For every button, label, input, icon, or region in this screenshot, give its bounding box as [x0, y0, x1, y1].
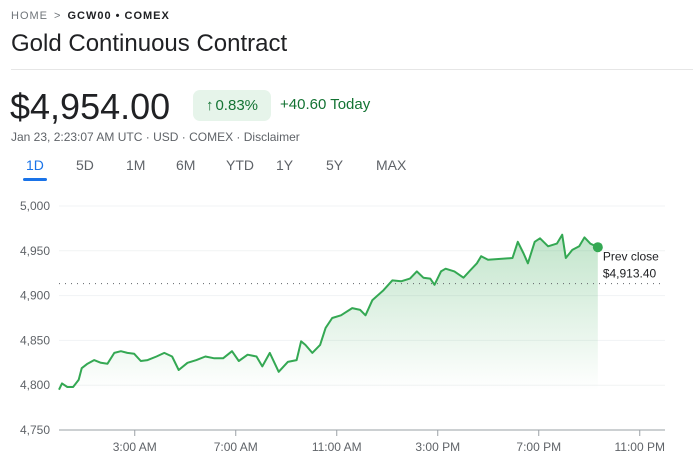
- arrow-up-icon: ↑: [205, 97, 214, 114]
- y-tick-label: 4,950: [20, 244, 50, 258]
- tab-1m[interactable]: 1M: [126, 157, 146, 173]
- x-tick-label: 3:00 PM: [415, 440, 460, 454]
- x-tick-label: 7:00 PM: [516, 440, 561, 454]
- change-percent: 0.83%: [215, 97, 259, 114]
- breadcrumb: HOME > GCW00 • COMEX: [11, 10, 170, 22]
- tab-ytd[interactable]: YTD: [226, 157, 254, 173]
- range-tabs: 1D 5D 1M 6M YTD 1Y 5Y MAX: [14, 157, 414, 181]
- breadcrumb-home[interactable]: HOME: [11, 10, 48, 22]
- page-title: Gold Continuous Contract: [11, 30, 288, 57]
- price-chart: 5,000 4,950 4,900 4,850 4,800 4,750 3:00 AM 7:0…: [20, 199, 665, 454]
- change-today: +40.60 Today: [280, 96, 371, 113]
- x-tick-label: 3:00 AM: [113, 440, 157, 454]
- tab-max[interactable]: MAX: [376, 157, 407, 173]
- current-price: $4,954.00: [10, 86, 171, 127]
- y-tick-label: 4,850: [20, 333, 50, 347]
- chevron-right-icon: >: [54, 10, 62, 22]
- y-tick-label: 5,000: [20, 199, 50, 213]
- change-percent-badge: ↑ 0.83%: [193, 90, 271, 121]
- tab-5y[interactable]: 5Y: [326, 157, 344, 173]
- last-price-dot: [592, 242, 603, 253]
- tab-1d[interactable]: 1D: [14, 157, 64, 181]
- quote-meta: Jan 23, 2:23:07 AM UTC · USD · COMEX · D…: [11, 130, 300, 144]
- x-tick-label: 11:00 PM: [615, 440, 665, 454]
- y-tick-label: 4,800: [20, 378, 50, 392]
- tab-5d[interactable]: 5D: [76, 157, 94, 173]
- divider: [11, 69, 693, 70]
- area-fill: [59, 234, 598, 390]
- y-tick-label: 4,900: [20, 289, 50, 303]
- tab-6m[interactable]: 6M: [176, 157, 196, 173]
- x-tick-label: 11:00 AM: [312, 440, 362, 454]
- breadcrumb-current: GCW00 • COMEX: [67, 10, 170, 22]
- y-tick-label: 4,750: [20, 423, 50, 437]
- prev-close-label: Prev close: [603, 250, 659, 264]
- price-line: [58, 233, 599, 391]
- x-tick-label: 7:00 AM: [214, 440, 258, 454]
- prev-close-value: $4,913.40: [603, 267, 657, 281]
- tab-1y[interactable]: 1Y: [276, 157, 294, 173]
